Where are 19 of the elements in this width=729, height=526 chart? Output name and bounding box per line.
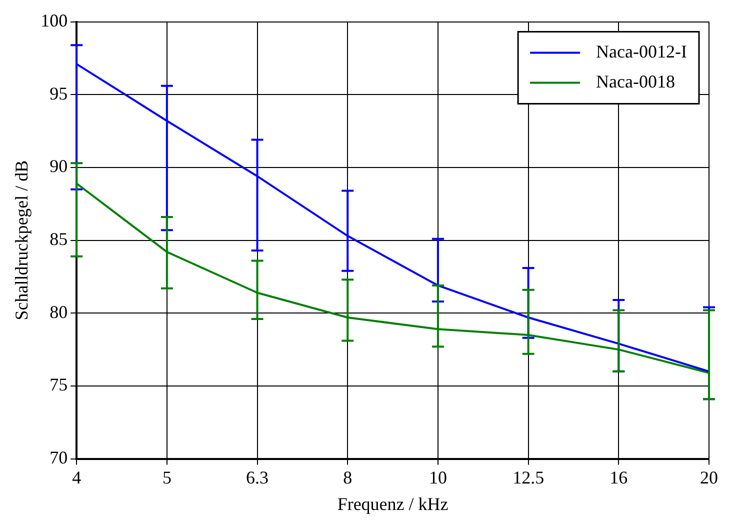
y-tick-label: 70 bbox=[50, 448, 68, 468]
y-tick-label: 90 bbox=[50, 156, 68, 176]
y-tick-label: 100 bbox=[40, 10, 68, 31]
y-tick-label: 80 bbox=[50, 302, 68, 322]
x-tick-label: 20 bbox=[700, 467, 718, 488]
x-tick-label: 8 bbox=[343, 467, 352, 488]
x-tick-label: 4 bbox=[72, 467, 82, 488]
legend-label: Naca-0018 bbox=[596, 72, 676, 92]
x-tick-label: 16 bbox=[610, 467, 628, 488]
y-tick-label: 75 bbox=[50, 374, 68, 395]
x-axis-title: Frequenz / kHz bbox=[337, 494, 448, 514]
y-tick-label: 85 bbox=[50, 229, 68, 250]
x-tick-label: 10 bbox=[428, 467, 447, 488]
x-tick-label: 5 bbox=[162, 467, 172, 488]
y-axis-title: Schalldruckpegel / dB bbox=[12, 160, 32, 320]
legend-label: Naca-0012-I bbox=[596, 42, 688, 62]
y-tick-label: 95 bbox=[50, 83, 68, 104]
x-tick-label: 6.3 bbox=[246, 467, 269, 488]
x-tick-label: 12.5 bbox=[512, 467, 544, 488]
